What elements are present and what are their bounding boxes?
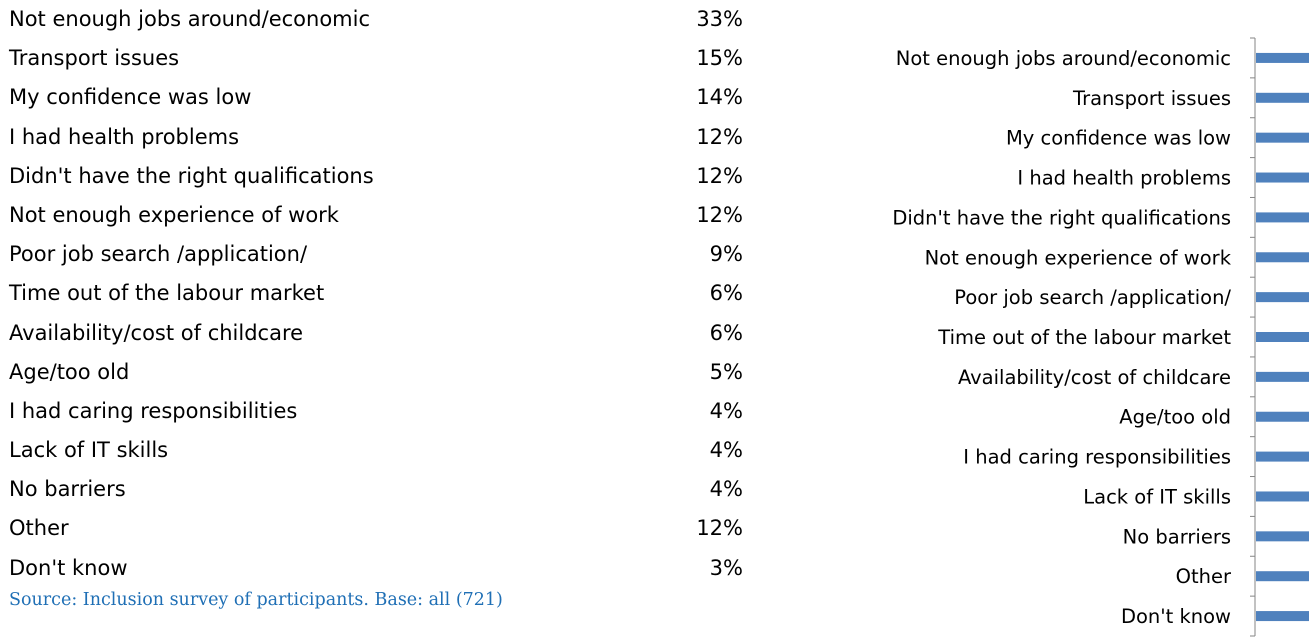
row-label: No barriers [9, 477, 126, 502]
table-row: Poor job search /application/9% [9, 235, 769, 274]
row-value: 12% [696, 516, 743, 541]
table-row: Other 12% [9, 509, 769, 548]
row-value: 4% [709, 398, 743, 423]
row-value: 12% [696, 202, 743, 227]
row-label: Not enough jobs around/economic [9, 7, 371, 31]
category-tick-label: Time out of the labour market [937, 326, 1231, 349]
table-row: I had caring responsibilities 4% [9, 392, 769, 431]
row-value: 12% [696, 163, 743, 188]
bar [1256, 531, 1309, 542]
bar [1256, 332, 1309, 342]
row-label: Don't know [9, 555, 128, 580]
row-label: Didn't have the right qualifications [9, 163, 374, 188]
bar [1256, 292, 1309, 303]
table-row: Not enough experience of work 12% [9, 196, 769, 235]
bar [1256, 411, 1309, 422]
row-value: 9% [709, 242, 743, 267]
category-tick-label: I had health problems [1017, 167, 1231, 190]
table-row: Not enough jobs around/economic 33% [9, 0, 769, 39]
row-label: I had health problems [9, 124, 240, 149]
category-tick-label: Don't know [1121, 605, 1231, 628]
category-tick-label: Not enough experience of work [925, 246, 1232, 269]
table-row: My confidence was low 14% [9, 78, 769, 117]
barriers-table: Not enough jobs around/economic 33% Transp… [9, 0, 769, 588]
row-value: 15% [696, 46, 743, 71]
row-value: 4% [709, 438, 743, 463]
row-value: 12% [696, 124, 743, 149]
bar [1256, 212, 1309, 223]
row-label: Lack of IT skills [9, 438, 169, 463]
table-row: Age/too old 5% [9, 353, 769, 392]
row-label: Time out of the labour market [9, 281, 325, 306]
table-row: Didn't have the right qualifications 12% [9, 157, 769, 196]
row-value: 4% [709, 477, 743, 502]
row-value: 3% [709, 555, 743, 580]
row-label: Not enough experience of work [9, 202, 339, 227]
bar [1256, 491, 1309, 502]
row-label: Availability/cost of childcare [9, 320, 304, 345]
row-value: 6% [709, 320, 743, 345]
bar [1256, 132, 1309, 143]
bar [1256, 92, 1309, 103]
table-row: I had health problems 12% [9, 118, 769, 157]
bar [1256, 611, 1309, 622]
bar [1256, 371, 1309, 382]
table-row: Transport issues 15% [9, 39, 769, 78]
row-value: 33% [696, 7, 743, 31]
category-tick-label: My confidence was low [1006, 127, 1231, 150]
bar [1256, 252, 1309, 263]
bar [1256, 52, 1309, 63]
table-row: Don't know 3% [9, 549, 769, 588]
table-row: Time out of the labour market 6% [9, 274, 769, 313]
category-tick-label: Availability/cost of childcare [958, 366, 1231, 389]
row-value: 6% [709, 281, 743, 306]
row-label: I had caring responsibilities [9, 398, 298, 423]
category-tick-label: No barriers [1123, 525, 1231, 548]
bar [1256, 571, 1309, 582]
bar [1256, 451, 1309, 462]
category-tick-label: Lack of IT skills [1083, 485, 1231, 508]
bar [1256, 172, 1309, 183]
table-row: Availability/cost of childcare 6% [9, 314, 769, 353]
table-row: No barriers 4% [9, 470, 769, 509]
row-label: Transport issues [9, 46, 180, 71]
category-tick-label: Other [1176, 565, 1232, 588]
category-tick-label: Age/too old [1119, 406, 1231, 429]
row-label: Poor job search /application/ [9, 242, 308, 267]
category-tick-label: Transport issues [1072, 87, 1231, 110]
source-note: Source: Inclusion survey of participants… [9, 590, 503, 610]
category-tick-label: I had caring responsibilities [963, 446, 1231, 469]
row-value: 14% [696, 85, 743, 110]
category-tick-label: Not enough jobs around/economic [896, 47, 1231, 70]
row-label: Age/too old [9, 359, 130, 384]
row-label: My confidence was low [9, 85, 252, 110]
category-tick-label: Poor job search /application/ [954, 286, 1231, 309]
table-row: Lack of IT skills 4% [9, 431, 769, 470]
category-tick-label: Didn't have the right qualifications [892, 206, 1231, 229]
row-label: Other [9, 516, 69, 541]
row-value: 5% [709, 359, 743, 384]
